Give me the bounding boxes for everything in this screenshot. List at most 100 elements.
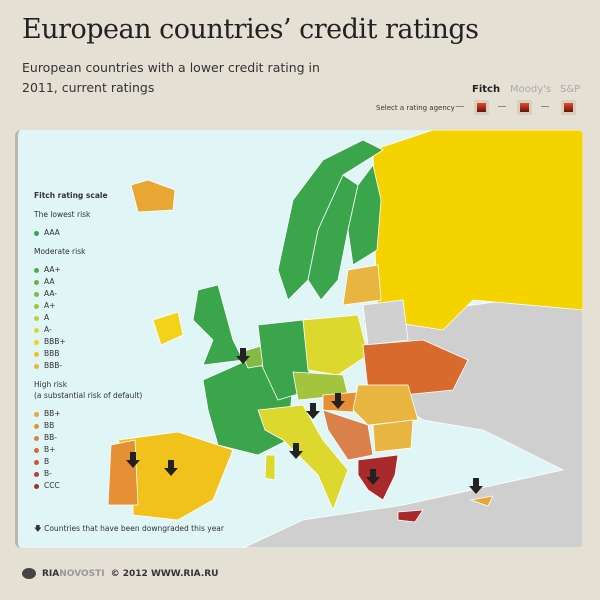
legend-rating-label: AA — [44, 277, 55, 286]
legend-swatch — [34, 315, 39, 321]
downgrade-note-text: Countries that have been downgraded this… — [44, 524, 224, 533]
country-balkans — [322, 409, 374, 461]
legend-item: BBB+ — [34, 336, 142, 348]
moodys-select-button[interactable] — [517, 100, 532, 115]
legend-swatch — [34, 447, 39, 453]
brand-name: RIANOVOSTI — [42, 568, 105, 579]
legend-item: B- — [34, 468, 142, 480]
legend-swatch — [34, 279, 39, 285]
legend-rating-label: BBB+ — [44, 337, 66, 346]
downgrade-arrow-icon — [331, 393, 345, 409]
copyright: © 2012 WWW.RIA.RU — [110, 568, 219, 579]
downgrade-arrow-icon — [236, 348, 250, 364]
legend-rating-label: BB- — [44, 433, 57, 442]
legend-rating-label: A- — [44, 325, 52, 334]
downgrade-arrow-icon — [289, 443, 303, 459]
page-subtitle: European countries with a lower credit r… — [22, 60, 320, 95]
legend-rating-label: A — [44, 313, 50, 322]
legend-rating-label: A+ — [44, 301, 56, 310]
country-finland — [347, 164, 382, 266]
legend-item: B — [34, 456, 142, 468]
legend-item: BB- — [34, 432, 142, 444]
page-title: European countries’ credit ratings — [22, 14, 479, 45]
legend-group-sublabel: (a substantial risk of default) — [34, 391, 143, 400]
legend-item: AAA — [34, 227, 142, 239]
downgrade-arrow-icon — [366, 469, 380, 485]
legend-group-label: High risk — [34, 380, 68, 389]
legend-item: BBB — [34, 348, 142, 360]
legend-item: B+ — [34, 444, 142, 456]
legend-group-label: The lowest risk — [34, 210, 91, 219]
legend-rating-label: BB — [44, 421, 55, 430]
downgrade-arrow-icon — [126, 452, 140, 468]
legend-item: CCC — [34, 480, 142, 492]
country-bulgaria — [372, 419, 414, 453]
ria-novosti-logo-icon — [22, 568, 36, 579]
legend-item: A — [34, 312, 142, 324]
country-russia — [372, 130, 583, 331]
rating-legend: Fitch rating scale The lowest risk AAA M… — [34, 191, 142, 492]
legend-swatch — [34, 483, 39, 489]
legend-rating-label: BBB- — [44, 361, 63, 370]
downgrade-note: 🡇 Countries that have been downgraded th… — [34, 523, 224, 536]
legend-swatch — [34, 471, 39, 477]
divider — [498, 106, 506, 107]
agency-selector-label: Select a rating agency — [376, 104, 455, 112]
legend-swatch — [34, 230, 39, 236]
legend-item: BB — [34, 420, 142, 432]
legend-swatch — [34, 435, 39, 441]
legend-swatch — [34, 303, 39, 309]
agency-tab-fitch[interactable]: Fitch — [472, 84, 501, 95]
legend-swatch — [34, 291, 39, 297]
divider — [541, 106, 549, 107]
country-italy — [257, 404, 349, 512]
legend-rating-label: B- — [44, 469, 52, 478]
legend-group-label: Moderate risk — [34, 247, 86, 256]
downgrade-arrow-icon: 🡇 — [34, 524, 42, 533]
legend-swatch — [34, 339, 39, 345]
legend-item: AA- — [34, 288, 142, 300]
country-iceland — [130, 179, 176, 213]
agency-tab-moodys[interactable]: Moody's — [510, 84, 552, 95]
country-sweden — [307, 174, 359, 301]
legend-rating-label: BB+ — [44, 409, 61, 418]
fitch-select-button[interactable] — [474, 100, 489, 115]
legend-swatch — [34, 267, 39, 273]
legend-swatch — [34, 363, 39, 369]
divider — [456, 106, 464, 107]
legend-swatch — [34, 411, 39, 417]
legend-rating-label: CCC — [44, 481, 60, 490]
legend-item: BB+ — [34, 408, 142, 420]
legend-rating-label: B+ — [44, 445, 56, 454]
legend-rating-label: AAA — [44, 228, 60, 237]
legend-rating-label: AA- — [44, 289, 58, 298]
downgrade-arrow-icon — [306, 403, 320, 419]
legend-swatch — [34, 351, 39, 357]
footer: RIANOVOSTI © 2012 WWW.RIA.RU — [22, 568, 218, 579]
agency-tab-sp[interactable]: S&P — [560, 84, 581, 95]
legend-item: BBB- — [34, 360, 142, 372]
legend-item: AA — [34, 276, 142, 288]
legend-item: AA+ — [34, 264, 142, 276]
country-baltics — [342, 264, 382, 306]
country-uk — [192, 284, 244, 366]
country-belarus — [362, 299, 409, 346]
country-cyprus — [469, 495, 494, 507]
country-ireland — [152, 311, 184, 346]
country-romania — [352, 384, 419, 426]
map-svg — [107, 130, 583, 548]
legend-swatch — [34, 459, 39, 465]
europe-map — [15, 130, 583, 548]
legend-rating-label: B — [44, 457, 50, 466]
sp-select-button[interactable] — [561, 100, 576, 115]
country-poland — [302, 314, 369, 376]
legend-swatch — [34, 327, 39, 333]
legend-item: A- — [34, 324, 142, 336]
legend-swatch — [34, 423, 39, 429]
downgrade-arrow-icon — [164, 460, 178, 476]
legend-title: Fitch rating scale — [34, 191, 108, 200]
legend-item: A+ — [34, 300, 142, 312]
downgrade-arrow-icon — [469, 478, 483, 494]
legend-rating-label: BBB — [44, 349, 60, 358]
legend-rating-label: AA+ — [44, 265, 61, 274]
